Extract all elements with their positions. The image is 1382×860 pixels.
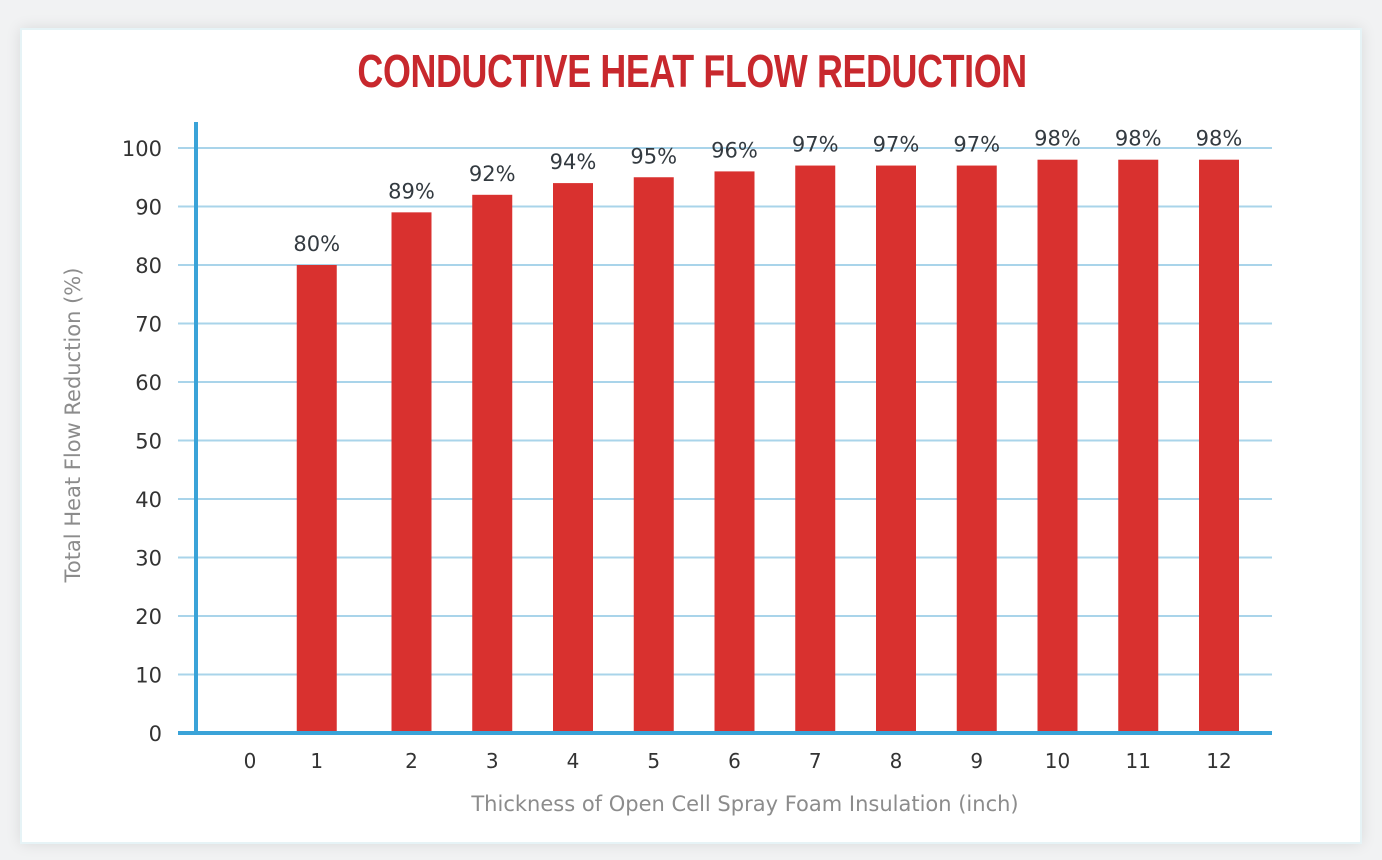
y-tick-label: 30 [135,547,162,571]
data-label: 97% [953,133,1000,157]
bar [1199,159,1239,733]
x-tick-label: 4 [567,749,580,773]
x-tick-label: 10 [1045,749,1070,773]
data-label: 95% [630,144,677,168]
bar [956,165,997,734]
x-tick-label: 9 [970,749,983,773]
x-tick-label: 3 [486,749,499,773]
y-tick-labels: 0 10 20 30 40 50 60 70 80 90 100 [122,137,162,746]
bar [714,171,755,733]
bar [472,194,513,734]
x-axis-label: Thickness of Open Cell Spray Foam Insula… [470,792,1018,816]
x-tick-label: 1 [310,749,323,773]
data-label: 97% [873,133,920,157]
data-label: 98% [1196,127,1243,151]
y-tick-label: 80 [135,254,162,278]
data-label: 89% [388,179,435,203]
bar [1118,159,1159,733]
x-tick-label: 6 [728,749,741,773]
bar [391,212,432,734]
axes [178,122,1272,735]
y-axis-label: Total Heat Flow Reduction (%) [61,268,85,584]
y-tick-label: 60 [135,371,162,395]
bar [296,265,337,733]
bar [1037,159,1078,733]
y-tick-label: 20 [135,605,162,629]
x-tick-label: 12 [1206,749,1231,773]
y-tick-label: 40 [135,488,162,512]
data-label: 80% [293,232,340,256]
x-tick-label: 0 [244,749,257,773]
y-tick-label: 100 [122,137,162,161]
data-label: 97% [792,133,839,157]
bars [296,159,1239,734]
data-label: 98% [1115,127,1162,151]
data-label: 92% [469,162,516,186]
x-tick-label: 5 [647,749,660,773]
data-label: 98% [1034,127,1081,151]
x-tick-label: 7 [809,749,822,773]
data-label: 96% [711,138,758,162]
x-tick-labels: 0 1 2 3 4 5 6 7 8 9 10 11 12 [244,749,1232,773]
bar [876,165,916,734]
y-tick-label: 10 [135,664,162,688]
bar [553,183,593,734]
x-tick-label: 11 [1126,749,1151,773]
chart-title: CONDUCTIVE HEAT FLOW REDUCTION [357,45,1027,97]
y-tick-label: 90 [135,196,162,220]
x-tick-label: 2 [405,749,418,773]
y-tick-label: 50 [135,430,162,454]
data-label: 94% [550,150,597,174]
y-tick-label: 0 [149,722,162,746]
bar [633,177,674,733]
x-tick-label: 8 [890,749,903,773]
y-tick-label: 70 [135,313,162,337]
bar [795,165,836,734]
data-labels: 80% 89% 92% 94% 95% 96% 97% 97% 97% 98% 98% 98% [293,127,1242,256]
